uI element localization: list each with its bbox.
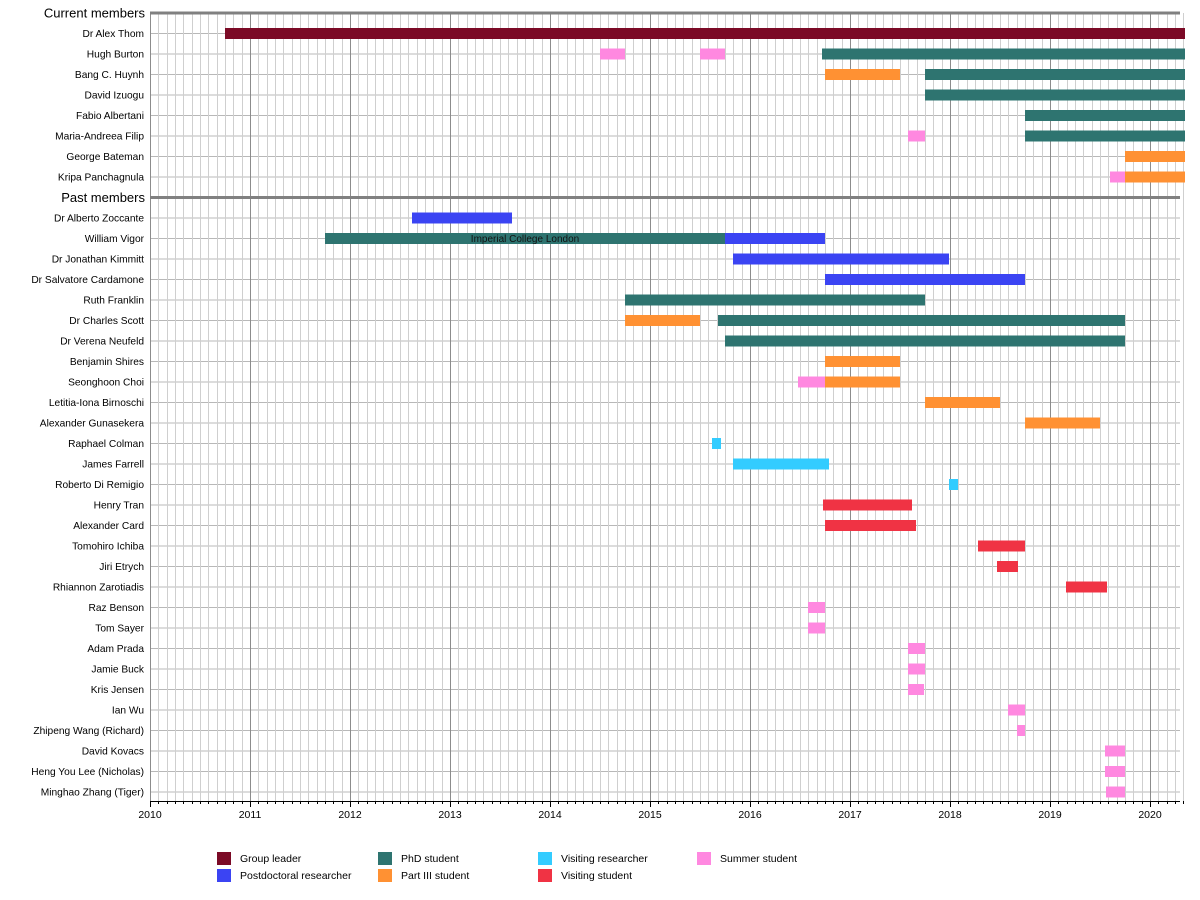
period-bar-postdoc	[825, 274, 1025, 285]
period-bar-summer	[600, 48, 625, 60]
x-tick-label: 2019	[1038, 809, 1062, 821]
member-name: Heng You Lee (Nicholas)	[31, 767, 144, 778]
period-bar-summer	[1105, 745, 1125, 757]
x-tick-label: 2013	[438, 809, 462, 821]
member-name: Minghao Zhang (Tiger)	[41, 788, 144, 799]
period-bar-part3	[625, 315, 700, 326]
x-tick-label: 2010	[138, 809, 162, 821]
member-name: Raz Benson	[89, 603, 145, 614]
member-name: Adam Prada	[87, 644, 144, 655]
member-name: Henry Tran	[94, 501, 144, 512]
period-bar-postdoc	[733, 253, 949, 265]
period-bar-summer	[808, 622, 825, 634]
member-name: Zhipeng Wang (Richard)	[33, 726, 144, 737]
member-name: Dr Alex Thom	[82, 29, 144, 40]
member-name: Dr Charles Scott	[69, 316, 144, 327]
period-bar-summer	[798, 376, 825, 388]
period-bar-phd	[1025, 110, 1185, 121]
member-name: James Farrell	[82, 460, 144, 471]
member-name: Ian Wu	[112, 706, 144, 717]
x-tick-label: 2017	[838, 809, 862, 821]
period-bar-part3	[1125, 151, 1185, 162]
period-bar-part3	[825, 376, 900, 388]
member-name: Letitia-Iona Birnoschi	[49, 398, 144, 409]
period-bar-postdoc	[412, 212, 512, 224]
x-tick-label: 2012	[338, 809, 362, 821]
member-name: Hugh Burton	[87, 50, 144, 61]
period-bar-summer	[908, 643, 925, 654]
period-bar-visiting-researcher	[733, 458, 829, 470]
period-bar-summer	[700, 48, 725, 60]
period-bar-visiting-student	[1066, 581, 1107, 593]
period-bar-summer	[1017, 725, 1025, 736]
x-tick-label: 2014	[538, 809, 562, 821]
period-bar-phd	[925, 69, 1185, 80]
member-name: David Kovacs	[82, 747, 144, 758]
period-bar-phd	[822, 48, 1185, 60]
x-tick-label: 2011	[239, 809, 262, 821]
period-bar-part3	[825, 356, 900, 367]
period-bar-part3	[1125, 171, 1185, 183]
x-tick-label: 2020	[1138, 809, 1162, 821]
member-name: Seonghoon Choi	[68, 378, 144, 389]
member-name: Dr Jonathan Kimmitt	[52, 255, 144, 266]
period-bar-part3	[925, 397, 1000, 408]
member-name: Benjamin Shires	[70, 357, 144, 368]
section-divider	[150, 11, 1180, 15]
member-name: William Vigor	[85, 234, 145, 245]
period-bar-summer	[1110, 171, 1125, 183]
period-bar-group-leader	[225, 28, 1185, 39]
period-bar-phd	[625, 294, 925, 306]
bar-annotation: Imperial College London	[471, 234, 579, 245]
member-name: Raphael Colman	[68, 439, 144, 450]
period-bar-phd	[1025, 130, 1185, 142]
period-bar-summer	[908, 684, 924, 695]
member-name: Alexander Card	[73, 521, 144, 532]
member-name: Dr Alberto Zoccante	[54, 214, 144, 225]
section-title: Past members	[61, 190, 145, 205]
period-bar-phd	[925, 89, 1185, 101]
x-tick-label: 2015	[638, 809, 662, 821]
period-bar-visiting-researcher	[949, 479, 958, 490]
period-bar-visiting-researcher	[712, 438, 721, 449]
member-name: Kripa Panchagnula	[58, 173, 144, 184]
member-name: Tomohiro Ichiba	[72, 542, 144, 553]
member-name: Jamie Buck	[91, 665, 145, 676]
period-bar-visiting-student	[997, 561, 1018, 572]
member-name: Bang C. Huynh	[75, 70, 144, 81]
section-title: Current members	[44, 6, 146, 21]
member-name: Tom Sayer	[95, 624, 144, 635]
section-divider	[150, 196, 1180, 199]
period-bar-postdoc	[725, 233, 825, 244]
member-name: David Izuogu	[85, 91, 144, 102]
member-name: Alexander Gunasekera	[40, 419, 145, 430]
period-bar-visiting-student	[825, 520, 916, 531]
period-bar-summer	[1008, 704, 1025, 716]
period-bar-phd	[718, 315, 1125, 326]
period-bar-summer	[1106, 786, 1125, 798]
period-bar-part3	[825, 69, 900, 80]
period-bar-visiting-student	[823, 499, 912, 511]
member-name: Fabio Albertani	[76, 111, 144, 122]
period-bar-phd	[725, 335, 1125, 347]
period-bar-summer	[1105, 766, 1125, 777]
period-bar-summer	[908, 130, 925, 142]
period-bar-visiting-student	[978, 540, 1025, 552]
member-name: Jiri Etrych	[99, 562, 144, 573]
period-bar-summer	[908, 663, 925, 675]
member-name: Kris Jensen	[91, 685, 144, 696]
x-tick-label: 2016	[738, 809, 762, 821]
member-name: Dr Salvatore Cardamone	[31, 275, 144, 286]
member-name: Rhiannon Zarotiadis	[53, 583, 144, 594]
member-name: Dr Verena Neufeld	[60, 337, 144, 348]
period-bar-summer	[808, 602, 825, 613]
member-name: Maria-Andreea Filip	[55, 132, 144, 143]
x-tick-label: 2018	[938, 809, 962, 821]
member-name: George Bateman	[66, 152, 144, 163]
period-bar-phd	[325, 233, 725, 244]
member-name: Roberto Di Remigio	[55, 480, 144, 491]
member-name: Ruth Franklin	[83, 296, 144, 307]
period-bar-part3	[1025, 417, 1100, 429]
